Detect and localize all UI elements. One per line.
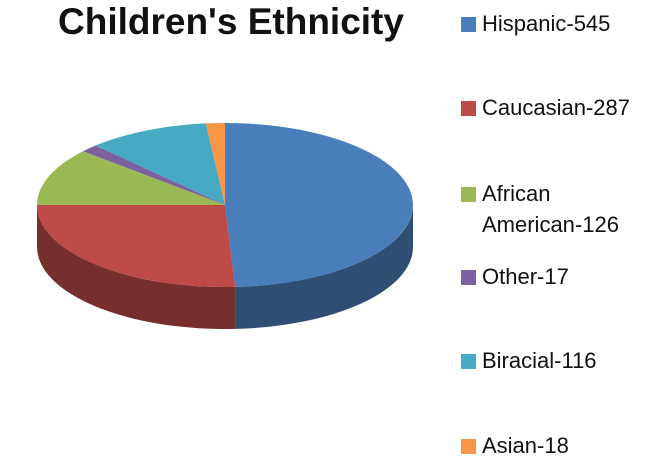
legend-item-caucasian: Caucasian-287	[461, 92, 652, 123]
legend-label-asian: Asian-18	[482, 433, 569, 458]
legend-swatch-caucasian	[461, 101, 476, 116]
legend-swatch-asian	[461, 439, 476, 454]
legend-label-hispanic: Hispanic-545	[482, 11, 611, 36]
legend-item-asian: Asian-18	[461, 430, 652, 461]
chart-legend: Hispanic-545 Caucasian-287 African Ameri…	[461, 0, 657, 464]
pie-slice-other	[83, 145, 225, 205]
legend-item-other: Other-17	[461, 261, 652, 292]
legend-item-hispanic: Hispanic-545	[461, 8, 652, 39]
legend-label-african-american: African American-126	[482, 181, 619, 237]
legend-item-biracial: Biracial-116	[461, 345, 652, 376]
legend-swatch-african-american	[461, 187, 476, 202]
pie-side-hispanic	[235, 205, 413, 329]
pie-slice-biracial	[95, 123, 225, 205]
legend-label-other: Other-17	[482, 264, 569, 289]
legend-item-african-american: African American-126	[461, 178, 652, 240]
pie-slice-african-american	[37, 151, 225, 205]
pie-side-walls	[37, 205, 413, 329]
legend-swatch-biracial	[461, 354, 476, 369]
legend-swatch-other	[461, 270, 476, 285]
legend-label-caucasian: Caucasian-287	[482, 95, 630, 120]
legend-label-biracial: Biracial-116	[482, 348, 597, 373]
pie-slice-hispanic	[225, 123, 413, 287]
chart-title: Children's Ethnicity	[58, 1, 404, 42]
legend-swatch-hispanic	[461, 17, 476, 32]
pie-side-caucasian	[37, 205, 236, 329]
pie-slices	[36, 123, 413, 287]
pie-slice-asian	[205, 123, 225, 205]
pie-slice-caucasian	[36, 204, 236, 287]
